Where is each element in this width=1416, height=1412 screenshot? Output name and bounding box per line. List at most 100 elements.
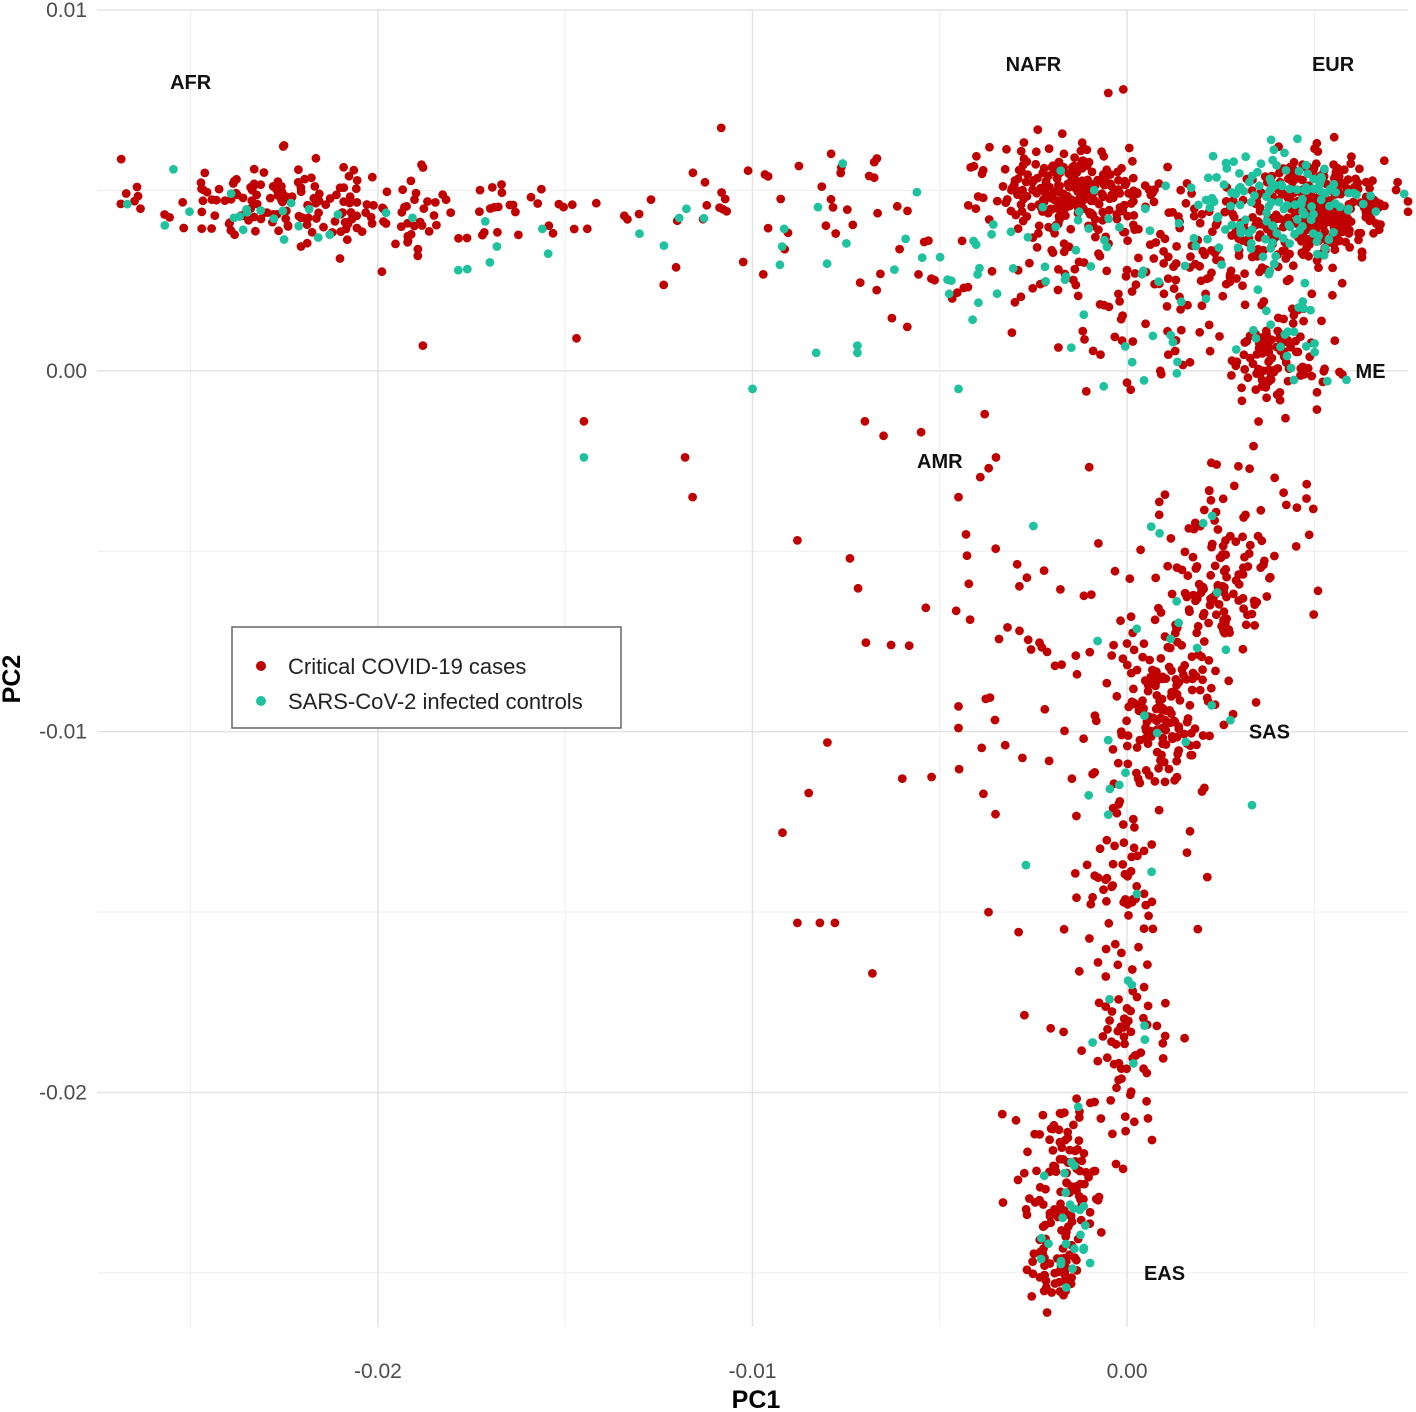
point-s0-1367 <box>1186 728 1196 738</box>
point-s0-1673 <box>1019 1168 1029 1178</box>
point-s0-577 <box>1288 261 1298 271</box>
point-s0-1373 <box>1135 735 1145 745</box>
point-s0-130 <box>340 217 350 227</box>
point-s0-1030 <box>1273 364 1283 373</box>
point-s0-469 <box>1078 156 1088 166</box>
point-s0-1226 <box>1245 540 1255 550</box>
point-s0-44 <box>132 182 142 192</box>
point-s1-36 <box>838 159 848 168</box>
point-s1-226 <box>1320 243 1330 253</box>
point-s1-74 <box>1040 262 1050 272</box>
point-s1-17 <box>278 206 288 216</box>
point-s0-581 <box>1218 291 1228 301</box>
point-s0-1376 <box>1123 731 1133 740</box>
point-s0-1378 <box>1152 703 1162 713</box>
x-tick-label-2: 0.00 <box>1107 1360 1148 1383</box>
point-s0-587 <box>1195 218 1205 228</box>
point-s0-1495 <box>1070 869 1080 878</box>
point-s0-1735 <box>1050 1268 1060 1278</box>
point-s1-105 <box>1241 152 1251 162</box>
point-s0-205 <box>659 280 669 290</box>
point-s0-37 <box>345 192 355 202</box>
point-s0-200 <box>569 224 579 234</box>
point-s0-212 <box>794 161 804 171</box>
point-s0-192 <box>544 221 554 231</box>
point-s0-675 <box>1195 261 1205 271</box>
point-s0-1208 <box>1204 618 1213 628</box>
point-s0-1739 <box>418 341 428 350</box>
point-s0-1141 <box>1199 505 1209 515</box>
point-s0-1587 <box>1098 1032 1108 1041</box>
point-s0-182 <box>493 227 502 237</box>
point-s1-43 <box>822 259 832 269</box>
point-s0-1447 <box>991 544 1001 554</box>
point-s1-52 <box>917 253 927 263</box>
point-s0-1500 <box>1014 927 1023 937</box>
point-s1-283 <box>1105 784 1115 794</box>
point-s0-897 <box>1281 254 1291 263</box>
point-s0-1385 <box>1126 612 1136 622</box>
point-s0-1241 <box>1132 743 1142 752</box>
point-s0-616 <box>1148 188 1158 197</box>
point-s0-479 <box>1050 195 1060 205</box>
point-s0-958 <box>1328 209 1338 219</box>
point-s0-143 <box>232 174 241 184</box>
point-s0-1085 <box>1185 357 1195 367</box>
point-s1-210 <box>1272 161 1281 170</box>
point-s0-552 <box>1102 266 1112 276</box>
point-s0-1489 <box>1093 873 1103 883</box>
point-s0-1684 <box>1051 1167 1061 1176</box>
point-s0-1422 <box>1072 669 1082 679</box>
point-s0-1125 <box>1234 461 1243 471</box>
point-s0-255 <box>872 285 882 295</box>
point-s1-291 <box>1121 768 1130 778</box>
point-s1-152 <box>1277 181 1287 191</box>
point-s0-1475 <box>1193 924 1203 934</box>
point-s1-104 <box>1366 191 1375 201</box>
point-s0-1541 <box>1120 1039 1129 1049</box>
point-s1-267 <box>1207 511 1217 521</box>
x-tick-label-0: -0.02 <box>354 1360 402 1383</box>
point-s1-254 <box>1120 342 1130 351</box>
point-s1-222 <box>1330 199 1340 208</box>
point-s0-1509 <box>1072 893 1081 903</box>
point-s1-6 <box>185 207 194 217</box>
point-s0-1513 <box>1059 924 1069 934</box>
point-s0-88 <box>200 168 210 178</box>
point-s0-533 <box>1091 232 1100 242</box>
point-s0-227 <box>526 192 536 202</box>
point-s0-1073 <box>1159 289 1169 299</box>
point-s1-8 <box>238 225 248 235</box>
point-s0-1752 <box>954 492 963 502</box>
point-s1-19 <box>122 199 132 209</box>
point-s0-15 <box>319 222 328 232</box>
region-label-afr: AFR <box>170 72 212 94</box>
point-s0-225 <box>623 214 632 224</box>
point-s0-138 <box>197 224 207 234</box>
point-s1-265 <box>1132 624 1142 634</box>
point-s0-1566 <box>1107 1037 1116 1046</box>
point-s0-1191 <box>1239 513 1248 522</box>
point-s1-250 <box>1282 351 1292 361</box>
point-s0-224 <box>717 188 726 197</box>
point-s0-1617 <box>1129 1117 1139 1127</box>
point-s0-1744 <box>793 536 802 545</box>
point-s0-1557 <box>1121 1126 1130 1136</box>
point-s0-483 <box>969 161 979 171</box>
point-s0-1517 <box>1110 841 1119 851</box>
point-s1-203 <box>1317 174 1326 183</box>
point-s0-179 <box>413 244 423 254</box>
point-s0-94 <box>214 184 224 194</box>
point-s0-1395 <box>1086 590 1096 599</box>
point-s0-521 <box>1054 265 1063 274</box>
point-s1-303 <box>1058 1213 1067 1223</box>
point-s0-1365 <box>1177 665 1187 674</box>
point-s1-242 <box>1289 375 1299 385</box>
point-s0-685 <box>1130 225 1139 235</box>
point-s1-211 <box>1235 200 1245 210</box>
point-s0-1363 <box>1152 667 1161 677</box>
point-s0-277 <box>1087 167 1097 177</box>
point-s0-512 <box>1114 289 1123 299</box>
point-s0-97 <box>352 223 362 233</box>
point-s0-1515 <box>1154 805 1164 815</box>
